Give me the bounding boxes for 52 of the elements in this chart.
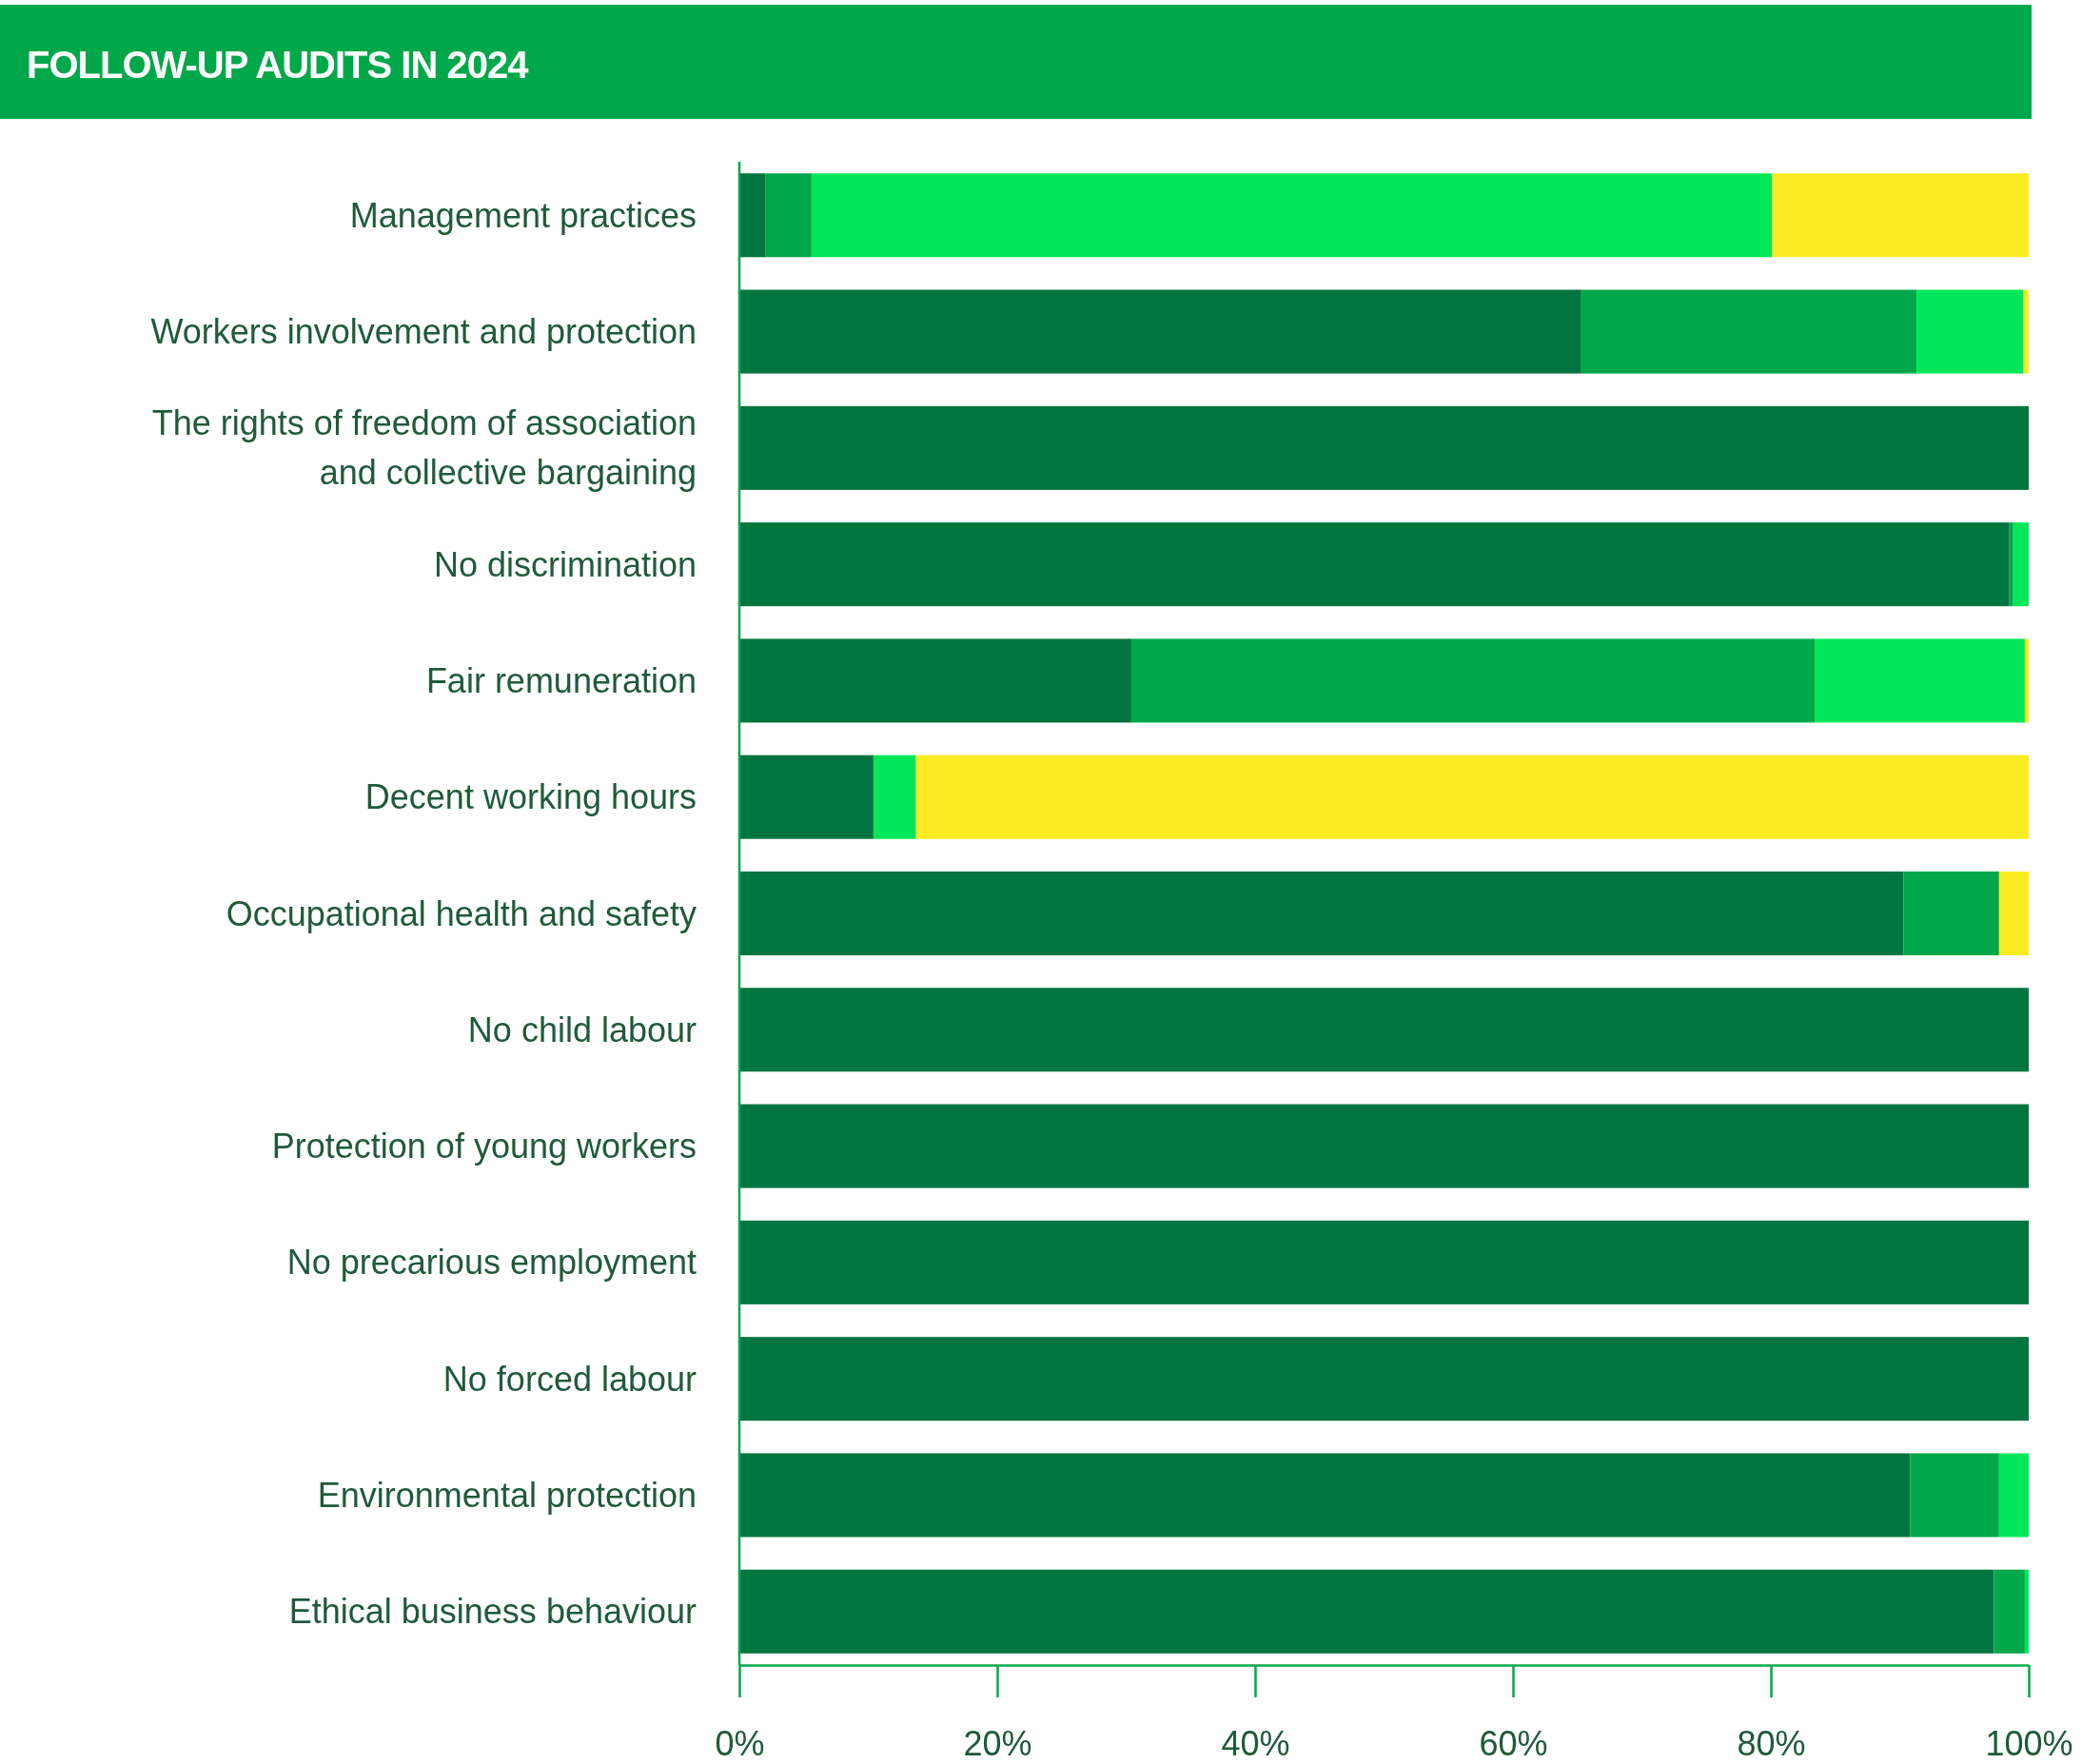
bar xyxy=(1581,289,1917,374)
x-tick-label: 20% xyxy=(963,1723,1032,1763)
bar xyxy=(1772,173,2029,258)
y-tick-label: No discrimination xyxy=(433,544,697,584)
y-tick-label: No precarious employment xyxy=(286,1243,697,1283)
bar xyxy=(739,289,1581,374)
y-tick-label: The rights of freedom of association and collective bargaining xyxy=(151,403,697,493)
y-tick-label: Decent working hours xyxy=(364,777,697,817)
bar xyxy=(811,173,1773,258)
y-tick-label: Workers involvement and protection xyxy=(150,312,697,352)
bar xyxy=(739,871,1904,956)
y-tick-label: Environmental protection xyxy=(317,1476,697,1516)
bar xyxy=(1903,871,1999,956)
bar xyxy=(739,405,2029,490)
bar xyxy=(1998,1453,2029,1538)
y-tick-label: No forced labour xyxy=(442,1359,697,1399)
bar xyxy=(739,1569,1994,1654)
bar xyxy=(2023,289,2029,374)
x-tick-label: 0% xyxy=(715,1723,765,1763)
x-tick-label: 40% xyxy=(1221,1723,1290,1763)
bar xyxy=(1998,871,2029,956)
y-tick-label: Protection of young workers xyxy=(271,1127,697,1166)
bar xyxy=(1130,638,1816,723)
bar xyxy=(873,755,916,839)
bar xyxy=(739,1220,2029,1304)
bar xyxy=(2024,1569,2030,1654)
bar xyxy=(915,755,2029,839)
bar xyxy=(1910,1453,1999,1538)
bar xyxy=(2013,522,2029,607)
x-tick-label: 60% xyxy=(1479,1723,1548,1763)
bar xyxy=(2009,522,2013,607)
y-tick-label: No child labour xyxy=(467,1009,697,1049)
y-tick-label: Occupational health and safety xyxy=(226,893,697,933)
text: FOLLOW-UP AUDITS IN 2024 xyxy=(27,44,530,86)
bar xyxy=(1994,1569,2025,1654)
bar xyxy=(739,173,766,258)
y-tick-label: Management practices xyxy=(349,195,697,235)
x-tick-label: 80% xyxy=(1737,1723,1806,1763)
y-tick-label: Ethical business behaviour xyxy=(288,1592,697,1632)
bar xyxy=(739,522,2010,607)
x-tick-label: 100% xyxy=(1985,1723,2073,1763)
bar xyxy=(739,1453,1911,1538)
bar xyxy=(765,173,812,258)
bar xyxy=(2024,638,2030,723)
y-tick-label: Fair remuneration xyxy=(425,661,697,701)
bar xyxy=(1815,638,2025,723)
bar xyxy=(739,638,1131,723)
bar xyxy=(739,1104,2029,1188)
bar xyxy=(739,755,874,839)
bar xyxy=(739,988,2029,1072)
bar xyxy=(1916,289,2024,374)
bar xyxy=(739,1337,2029,1421)
